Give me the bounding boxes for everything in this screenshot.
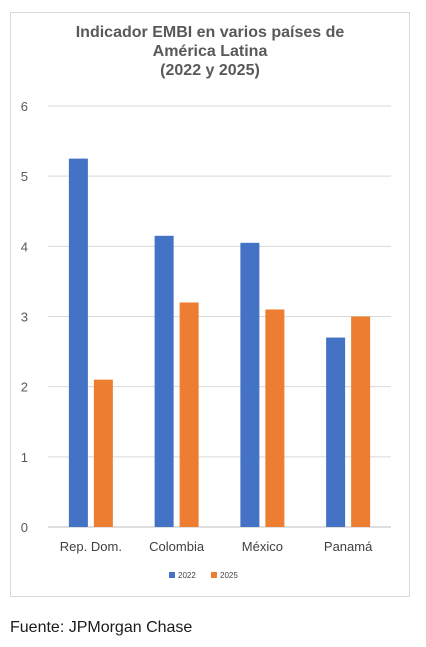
y-tick-label-3: 3 xyxy=(21,310,28,325)
legend-swatch-2025 xyxy=(211,572,217,578)
chart-title-line-2: América Latina xyxy=(152,43,268,60)
legend-swatch-2022 xyxy=(169,572,175,578)
y-tick-label-5: 5 xyxy=(21,169,28,184)
legend-label-2022: 2022 xyxy=(178,571,196,580)
y-tick-label-4: 4 xyxy=(21,239,28,254)
bar-2022-0 xyxy=(68,158,88,527)
bar-chart-plot: 0 1 2 3 4 5 6 Rep. Dom. Colombia México Panamá 2022… xyxy=(21,99,391,580)
bar-2025-3 xyxy=(351,316,371,527)
y-tick-label-0: 0 xyxy=(21,520,28,535)
chart-title: Indicador EMBI en varios países de Améri… xyxy=(11,23,409,80)
bar-2025-0 xyxy=(93,379,113,527)
bar-2025-1 xyxy=(179,302,199,527)
bar-2025-2 xyxy=(265,309,285,527)
x-tick-label-1: Colombia xyxy=(149,539,205,554)
legend-label-2025: 2025 xyxy=(220,571,238,580)
chart-title-line-3: (2022 y 2025) xyxy=(160,62,260,79)
bar-2022-1 xyxy=(154,235,174,527)
bar-2022-3 xyxy=(326,337,346,527)
chart-card: Indicador EMBI en varios países de Améri… xyxy=(10,12,410,597)
bar-2022-2 xyxy=(240,242,260,527)
y-tick-label-2: 2 xyxy=(21,380,28,395)
y-tick-label-6: 6 xyxy=(21,99,28,114)
chart-title-line-1: Indicador EMBI en varios países de xyxy=(75,24,345,41)
x-tick-label-2: México xyxy=(242,539,283,554)
y-tick-label-1: 1 xyxy=(21,450,28,465)
x-tick-label-3: Panamá xyxy=(324,539,373,554)
x-tick-label-0: Rep. Dom. xyxy=(60,539,122,554)
source-note: Fuente: JPMorgan Chase xyxy=(10,619,193,636)
